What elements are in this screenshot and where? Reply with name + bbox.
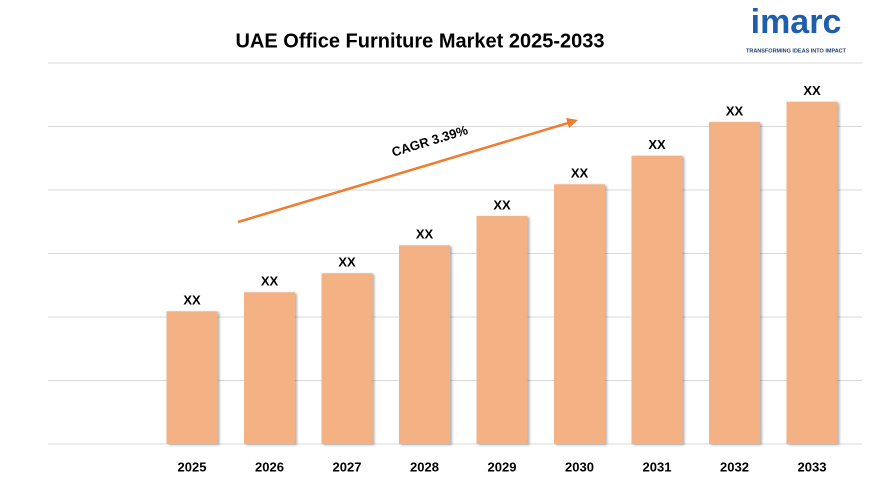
bar: [709, 122, 760, 445]
bar: [244, 292, 295, 444]
logo-name: imarc: [751, 3, 842, 41]
bar: [786, 101, 838, 445]
data-label: XX: [571, 166, 589, 181]
data-label: XX: [261, 274, 279, 289]
bar: [631, 155, 683, 444]
x-tick-label: 2032: [720, 459, 749, 474]
data-label: XX: [493, 197, 511, 212]
data-label: XX: [803, 83, 821, 98]
data-label: XX: [183, 293, 201, 308]
x-tick-label: 2029: [488, 459, 517, 474]
cagr-arrow: [237, 121, 571, 224]
data-label: XX: [648, 137, 666, 152]
x-tick-label: 2026: [255, 459, 284, 474]
logo-tagline: TRANSFORMING IDEAS INTO IMPACT: [746, 48, 847, 54]
bar: [166, 311, 218, 444]
x-tick-label: 2027: [333, 459, 362, 474]
bar: [399, 245, 450, 444]
bar: [554, 184, 605, 444]
data-label: XX: [726, 103, 744, 118]
x-tick-label: 2033: [798, 459, 827, 474]
plot-area: XX 2025 XX 2026 XX 2027 XX 2028 XX 2029 XX 2030 XX 20…: [48, 62, 862, 474]
x-tick-label: 2028: [410, 459, 439, 474]
x-tick-label: 2025: [178, 459, 207, 474]
bar: [476, 216, 528, 444]
data-label: XX: [416, 227, 434, 242]
chart-title: UAE Office Furniture Market 2025-2033: [235, 30, 604, 52]
x-tick-label: 2030: [565, 459, 594, 474]
data-label: XX: [338, 255, 356, 270]
x-tick-label: 2031: [643, 459, 672, 474]
arrow-head: [566, 118, 578, 128]
bar: [321, 273, 373, 444]
cagr-label: CAGR 3.39%: [390, 122, 470, 159]
